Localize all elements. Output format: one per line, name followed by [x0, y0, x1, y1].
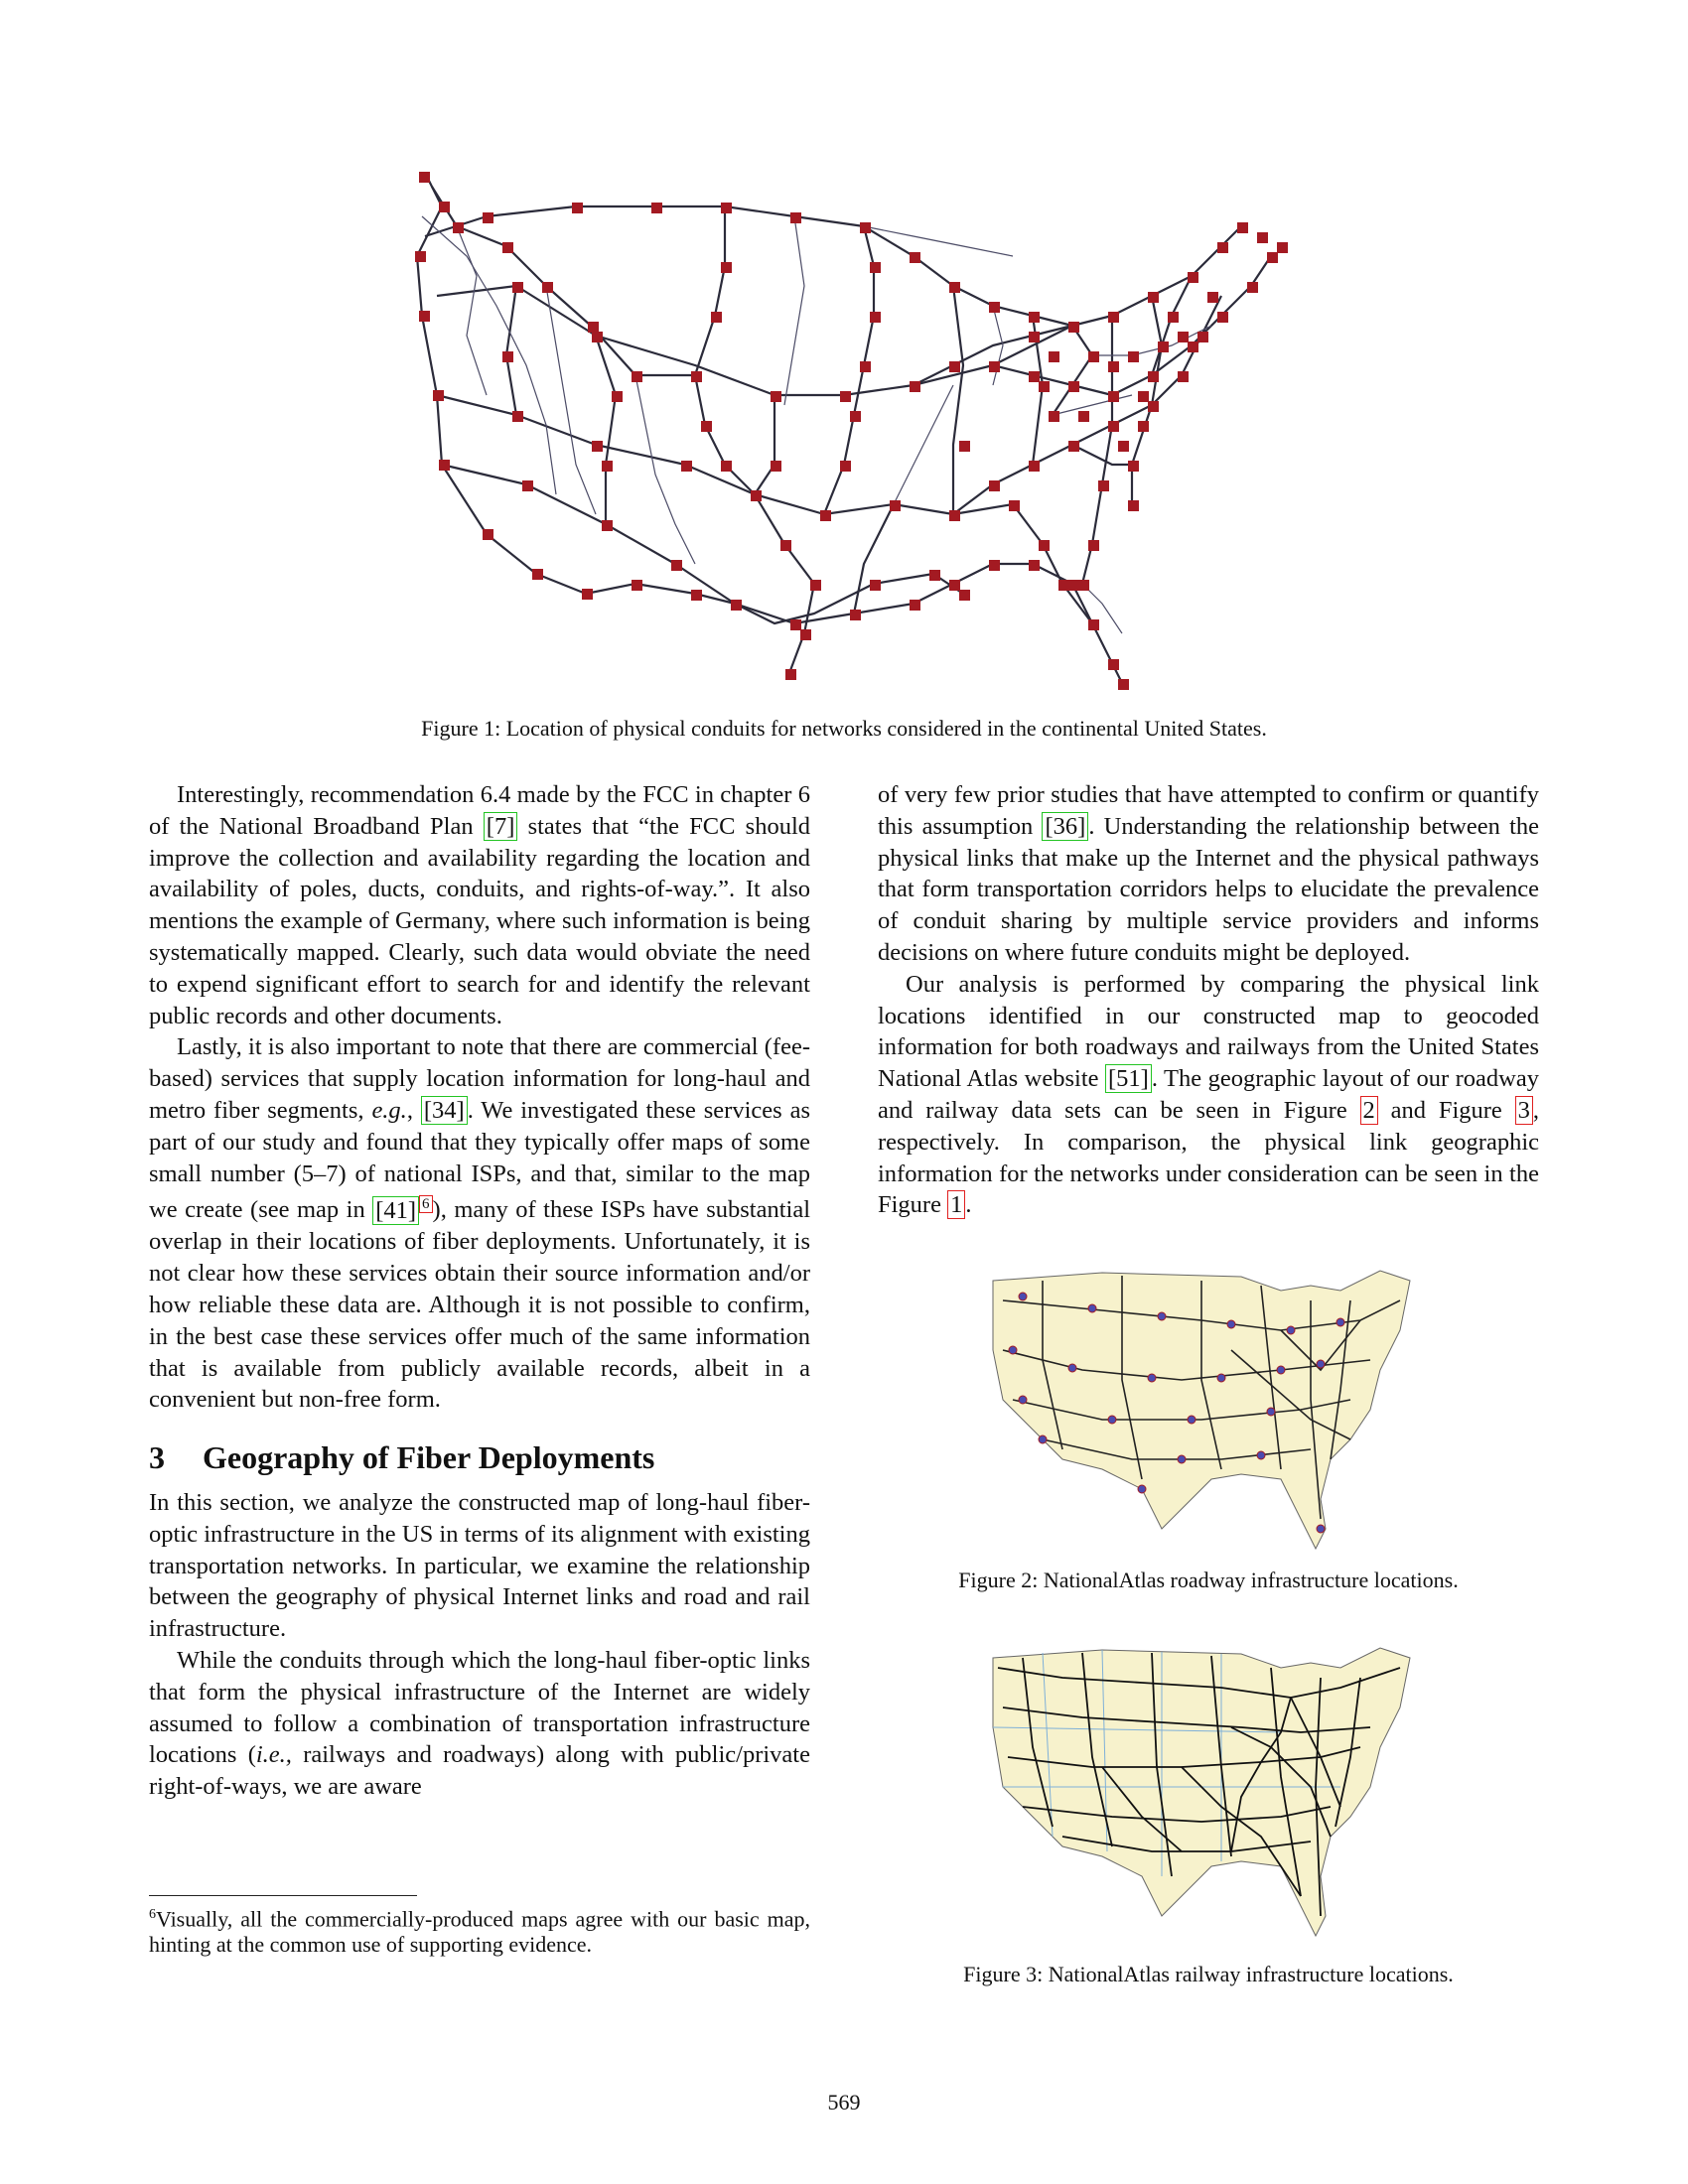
paragraph: Our analysis is performed by comparing t… [878, 970, 1540, 1220]
right-column: of very few prior studies that have atte… [878, 779, 1539, 1221]
us-outline [992, 1270, 1411, 1551]
paragraph: In this section, we analyze the construc… [149, 1489, 810, 1643]
paragraph: Lastly, it is also important to note tha… [149, 1033, 811, 1414]
figure-1-conduit-map [415, 172, 1288, 690]
section-heading: 3 Geography of Fiber Deployments [149, 1439, 655, 1476]
figure-link[interactable]: 2 [1359, 1095, 1378, 1125]
interstate-shield-icons [1008, 1292, 1345, 1534]
figure-link[interactable]: 3 [1514, 1095, 1533, 1125]
citation-link[interactable]: [51] [1105, 1064, 1152, 1094]
footnote-rule [149, 1895, 417, 1896]
paragraph: Interestingly, recommendation 6.4 made b… [149, 781, 810, 1029]
figure-3-caption: Figure 3: NationalAtlas railway infrastr… [963, 1962, 1454, 1986]
us-outline [992, 1647, 1411, 1938]
page-number: 569 [827, 2090, 861, 2115]
figure-2-caption: Figure 2: NationalAtlas roadway infrastr… [958, 1568, 1459, 1592]
figure-1-caption: Figure 1: Location of physical conduits … [421, 716, 1267, 741]
left-column: Interestingly, recommendation 6.4 made b… [149, 779, 810, 1803]
figure-link[interactable]: 1 [947, 1190, 966, 1220]
citation-link[interactable]: [7] [483, 811, 518, 841]
roadway-lines [1002, 1276, 1401, 1520]
citation-link[interactable]: [36] [1042, 811, 1089, 841]
figure-3-railway-map [992, 1647, 1411, 1938]
paragraph: of very few prior studies that have atte… [878, 781, 1540, 966]
footnote: 6Visually, all the commercially-produced… [149, 1906, 810, 1958]
citation-link[interactable]: [34] [420, 1095, 468, 1125]
footnote-link[interactable]: 6 [419, 1195, 433, 1214]
conduit-node-markers [415, 172, 1288, 690]
conduit-lines-secondary [421, 215, 1212, 634]
citation-link[interactable]: [41] [372, 1195, 420, 1225]
figure-2-roadway-map [992, 1270, 1411, 1551]
railway-lines [997, 1652, 1401, 1917]
paragraph: While the conduits through which the lon… [149, 1647, 810, 1801]
